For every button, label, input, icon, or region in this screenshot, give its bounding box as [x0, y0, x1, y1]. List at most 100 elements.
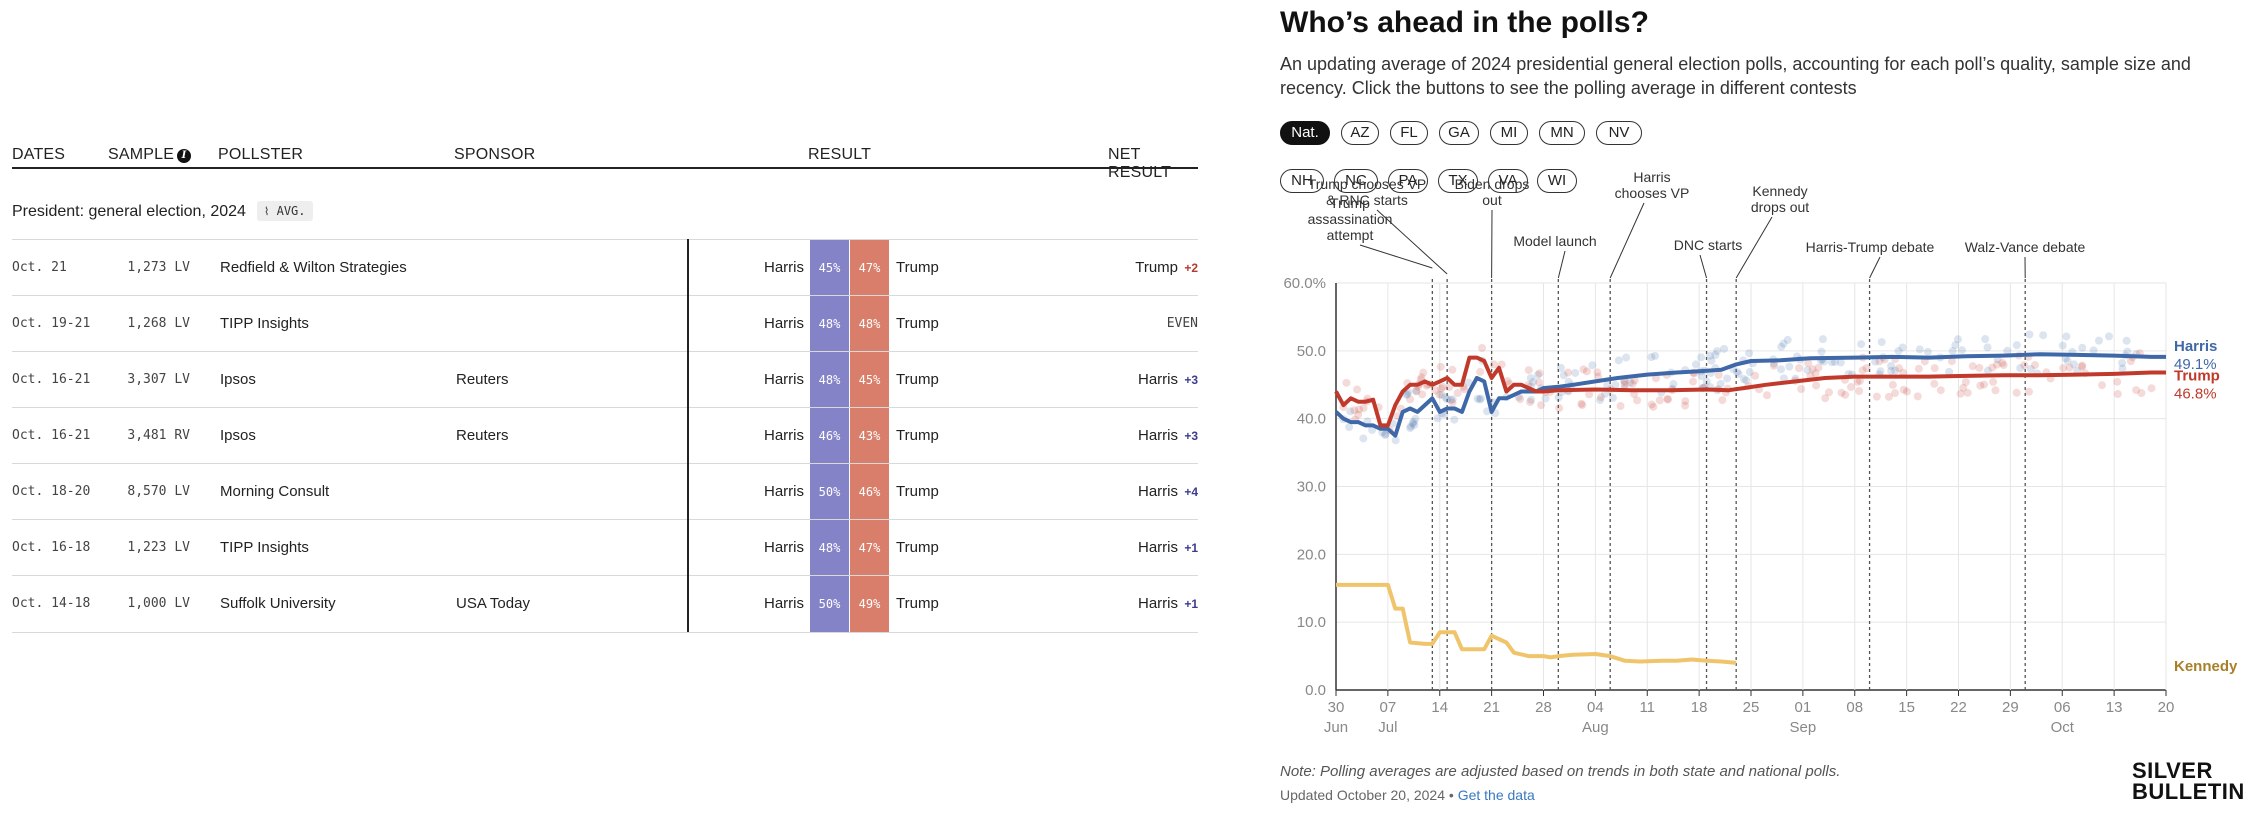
poll-dot	[1968, 362, 1977, 371]
poll-dot	[1652, 374, 1661, 383]
poll-dot	[1476, 394, 1485, 403]
poll-dot	[1601, 389, 1610, 398]
poll-dot	[1718, 396, 1727, 405]
poll-dot	[1529, 377, 1538, 386]
poll-dot	[2062, 332, 2071, 341]
x-tick-label: 29	[2002, 699, 2019, 716]
trump-value: 45%	[850, 352, 889, 408]
poll-dot	[1711, 351, 1720, 360]
poll-dot	[1688, 377, 1697, 386]
poll-dot	[1706, 351, 1715, 360]
header-pollster[interactable]: POLLSTER	[218, 146, 304, 163]
poll-dot	[2039, 331, 2048, 340]
net-margin: +4	[1184, 485, 1198, 499]
table-row[interactable]: Oct. 16-21 3,481 RV Ipsos Reuters Harris 46% 4…	[12, 407, 1198, 464]
trump-value: 47%	[850, 240, 889, 296]
contest-button-ga[interactable]: GA	[1439, 121, 1479, 145]
contest-button-nh[interactable]: NH	[1280, 169, 1324, 193]
x-tick-label: 22	[1950, 699, 1967, 716]
poll-dot	[1818, 335, 1827, 344]
chart-title: Who’s ahead in the polls?	[1280, 6, 1649, 39]
poll-dot	[1930, 364, 1939, 373]
event-label: chooses VP	[1615, 185, 1690, 201]
table-row[interactable]: Oct. 16-21 3,307 LV Ipsos Reuters Harris 48% 4…	[12, 351, 1198, 408]
table-row[interactable]: Oct. 14-18 1,000 LV Suffolk University USA …	[12, 575, 1198, 633]
trump-end-label: Trump	[2174, 368, 2220, 385]
poll-dot	[1804, 359, 1813, 368]
silver-bulletin-logo: SILVER BULLETIN	[2132, 760, 2245, 803]
table-row[interactable]: Oct. 16-18 1,223 LV TIPP Insights Harris 48%…	[12, 519, 1198, 576]
header-result[interactable]: RESULT	[808, 146, 872, 163]
table-row[interactable]: Oct. 18-20 8,570 LV Morning Consult Harris 5…	[12, 463, 1198, 520]
event-label: Walz-Vance debate	[1965, 239, 2086, 255]
poll-dot	[1983, 343, 1992, 352]
trump-end-value: 46.8%	[2174, 386, 2217, 403]
poll-dot	[1608, 393, 1617, 402]
poll-dot	[1762, 391, 1771, 400]
poll-dot	[1898, 343, 1907, 352]
avg-badge[interactable]: ⌇ AVG.	[257, 201, 313, 221]
contest-button-nat[interactable]: Nat.	[1280, 121, 1330, 145]
poll-dot	[2113, 377, 2122, 386]
poll-dot	[1418, 390, 1427, 399]
contest-button-nc[interactable]: NC	[1334, 169, 1378, 193]
get-data-link[interactable]: Get the data	[1457, 787, 1535, 803]
poll-dot	[1611, 380, 1620, 389]
poll-dot	[2030, 361, 2039, 370]
y-tick-label: 50.0	[1297, 343, 1326, 360]
poll-dot	[2097, 381, 2106, 390]
event-label: Model launch	[1513, 233, 1596, 249]
contest-button-va[interactable]: VA	[1488, 169, 1528, 193]
contest-button-fl[interactable]: FL	[1390, 121, 1428, 145]
table-row[interactable]: Oct. 19-21 1,268 LV TIPP Insights Harris 48%…	[12, 295, 1198, 352]
poll-sample: 1,268 LV	[127, 316, 190, 331]
header-net-result[interactable]: NET RESULT	[1108, 146, 1172, 181]
poll-dot	[2059, 364, 2068, 373]
poll-dot	[1406, 423, 1415, 432]
contest-button-pa[interactable]: PA	[1388, 169, 1428, 193]
poll-dot	[1899, 385, 1908, 394]
contest-button-nv[interactable]: NV	[1596, 121, 1642, 145]
chart-panel: Who’s ahead in the polls? An updating av…	[1280, 0, 2267, 822]
event-label: & RNC starts	[1326, 192, 1408, 208]
poll-dot	[2078, 361, 2087, 370]
poll-dot	[1723, 374, 1732, 383]
poll-dot	[1651, 351, 1660, 360]
poll-dot	[1594, 372, 1603, 381]
contest-button-mn[interactable]: MN	[1539, 121, 1585, 145]
poll-dot	[1478, 343, 1487, 352]
trump-value: 48%	[850, 296, 889, 352]
result-divider	[687, 239, 689, 632]
poll-dot	[2070, 360, 2079, 369]
header-dates[interactable]: DATES	[12, 146, 66, 163]
poll-dot	[1585, 390, 1594, 399]
poll-dot	[1355, 405, 1364, 414]
x-tick-label: 25	[1743, 699, 1760, 716]
header-sample[interactable]: SAMPLE i	[108, 146, 192, 164]
table-row[interactable]: Oct. 21 1,273 LV Redfield & Wilton Strateg…	[12, 239, 1198, 296]
poll-date: Oct. 19-21	[12, 316, 91, 331]
contest-button-tx[interactable]: TX	[1438, 169, 1478, 193]
trump-value: 49%	[850, 576, 889, 632]
poll-dot	[2137, 389, 2146, 398]
poll-dot	[1437, 384, 1446, 393]
poll-dot	[1953, 335, 1962, 344]
header-sponsor[interactable]: SPONSOR	[454, 146, 536, 163]
contest-button-mi[interactable]: MI	[1490, 121, 1528, 145]
x-tick-label: 15	[1898, 699, 1915, 716]
poll-dot	[1779, 374, 1788, 383]
x-tick-label: 21	[1483, 699, 1500, 716]
info-icon[interactable]: i	[177, 149, 192, 163]
poll-dot	[1777, 365, 1786, 374]
poll-dot	[1895, 364, 1904, 373]
contest-button-wi[interactable]: WI	[1537, 169, 1577, 193]
poll-dot	[1409, 417, 1418, 426]
poll-dot	[2089, 346, 2098, 355]
poll-dot	[1647, 400, 1656, 409]
poll-dot	[1410, 421, 1419, 430]
poll-dot	[1445, 383, 1454, 392]
poll-dot	[1448, 398, 1457, 407]
poll-sponsor: Reuters	[456, 371, 509, 388]
contest-button-az[interactable]: AZ	[1341, 121, 1379, 145]
poll-dot	[1720, 344, 1729, 353]
